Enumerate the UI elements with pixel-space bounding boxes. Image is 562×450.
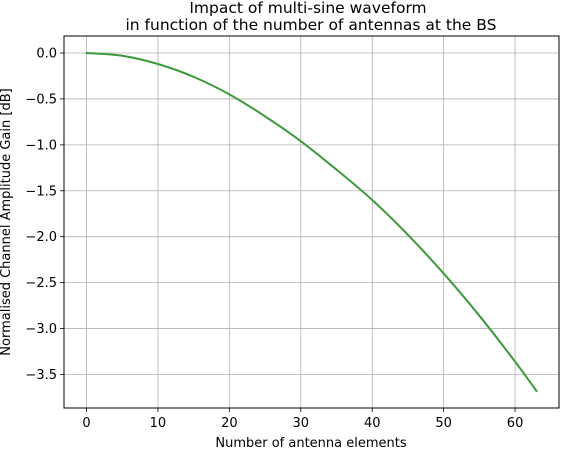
x-tick-label: 50 <box>435 416 452 431</box>
y-tick-label: −3.0 <box>25 322 57 337</box>
plot-series <box>85 51 538 393</box>
x-tick-label: 10 <box>150 416 167 431</box>
y-tick-label: −1.5 <box>25 184 57 199</box>
y-tick-label: 0.0 <box>36 46 57 61</box>
y-tick-label: −0.5 <box>25 92 57 107</box>
chart-title-line1: Impact of multi-sine waveform <box>189 0 426 17</box>
y-axis-label: Normalised Channel Amplitude Gain [dB] <box>0 88 14 355</box>
series-line <box>85 51 538 393</box>
y-tick-label: −2.5 <box>25 276 57 291</box>
y-tick-label: −1.0 <box>25 138 57 153</box>
grid-lines <box>64 36 559 408</box>
x-tick-label: 20 <box>221 416 238 431</box>
x-tick-label: 0 <box>82 416 90 431</box>
plot-frame <box>63 35 560 409</box>
y-tick-label: −2.0 <box>25 230 57 245</box>
chart-title-line2: in function of the number of antennas at… <box>126 16 497 34</box>
x-tick-label: 60 <box>507 416 524 431</box>
x-tick-label: 30 <box>293 416 310 431</box>
x-axis-label: Number of antenna elements <box>215 436 407 450</box>
y-axis-ticks: 0.0 −0.5 −1.0 −1.5 −2.0 −2.5 −3.0 −3.5 <box>25 46 64 383</box>
x-axis-ticks: 0 10 20 30 40 50 60 <box>82 408 523 431</box>
y-tick-label: −3.5 <box>25 368 57 383</box>
x-tick-label: 40 <box>364 416 381 431</box>
